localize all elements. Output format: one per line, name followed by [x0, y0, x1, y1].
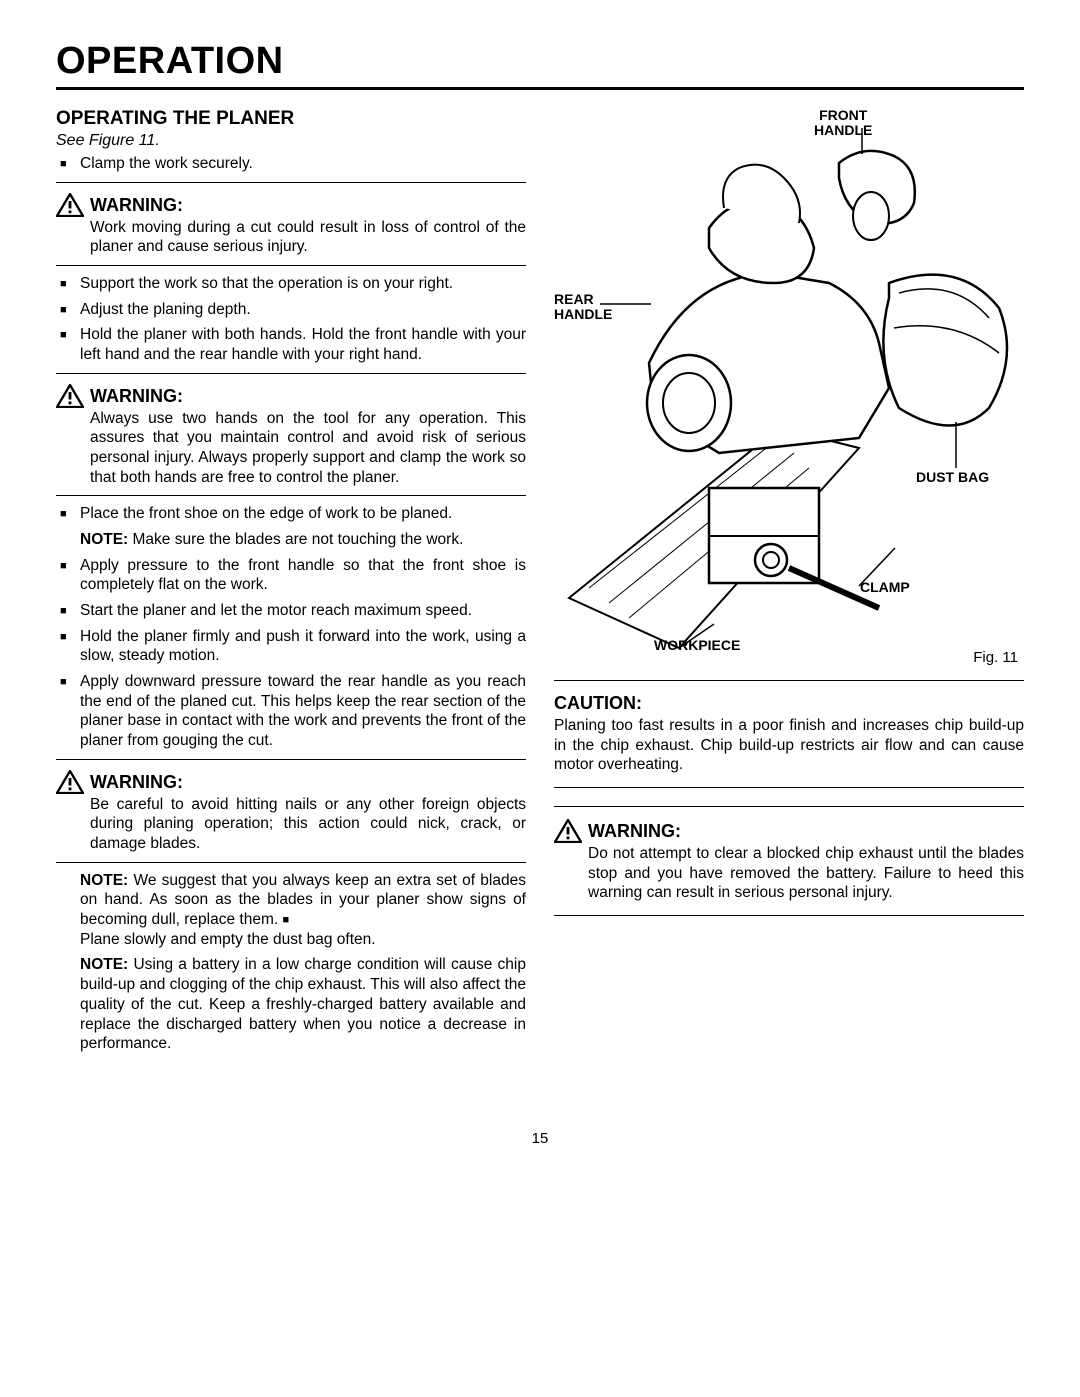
warning-block: WARNING: Work moving during a cut could …: [56, 193, 526, 257]
warning-body: Do not attempt to clear a blocked chip e…: [588, 844, 1024, 903]
list-item: Hold the planer firmly and push it forwa…: [56, 627, 526, 666]
list-item: Start the planer and let the motor reach…: [56, 601, 526, 621]
list-item: Apply downward pressure toward the rear …: [56, 672, 526, 751]
see-figure-ref: See Figure 11.: [56, 132, 526, 150]
bullet-list-1: Clamp the work securely.: [56, 154, 526, 174]
list-item: Support the work so that the operation i…: [56, 274, 526, 294]
planer-illustration: [554, 108, 1024, 668]
note: NOTE: We suggest that you always keep an…: [80, 871, 526, 950]
square-bullet-icon: ■: [282, 914, 289, 926]
note-text: Make sure the blades are not touching th…: [128, 531, 463, 548]
warning-body: Be careful to avoid hitting nails or any…: [90, 795, 526, 854]
warning-title: WARNING:: [90, 193, 526, 216]
left-column: OPERATING THE PLANER See Figure 11. Clam…: [56, 108, 526, 1060]
list-item: Place the front shoe on the edge of work…: [56, 504, 526, 549]
warning-icon: [56, 193, 90, 217]
list-item: Apply pressure to the front handle so th…: [56, 556, 526, 595]
label-rear-handle: REAR HANDLE: [554, 292, 612, 323]
divider: [554, 787, 1024, 788]
content-columns: OPERATING THE PLANER See Figure 11. Clam…: [56, 108, 1024, 1060]
note-text-cont: Plane slowly and empty the dust bag ofte…: [80, 931, 376, 948]
warning-block: WARNING: Do not attempt to clear a block…: [554, 819, 1024, 903]
divider: [56, 862, 526, 863]
divider: [56, 495, 526, 496]
caution-title: CAUTION:: [554, 693, 1024, 714]
label-front-handle: FRONT HANDLE: [814, 108, 872, 139]
list-item-text: Place the front shoe on the edge of work…: [80, 505, 452, 522]
warning-title: WARNING:: [588, 819, 1024, 842]
warning-title: WARNING:: [90, 384, 526, 407]
list-item: Hold the planer with both hands. Hold th…: [56, 325, 526, 364]
page-title: OPERATION: [56, 40, 1024, 83]
page: OPERATION OPERATING THE PLANER See Figur…: [0, 0, 1080, 1177]
divider: [56, 373, 526, 374]
section-heading: OPERATING THE PLANER: [56, 108, 526, 130]
note-text: We suggest that you always keep an extra…: [80, 872, 526, 928]
divider: [56, 265, 526, 266]
bullet-list-2: Support the work so that the operation i…: [56, 274, 526, 365]
divider: [554, 806, 1024, 807]
divider: [554, 915, 1024, 916]
warning-title: WARNING:: [90, 770, 526, 793]
figure-caption: Fig. 11: [973, 649, 1018, 666]
figure-11: FRONT HANDLE REAR HANDLE DUST BAG CLAMP …: [554, 108, 1024, 668]
divider: [554, 680, 1024, 681]
divider: [56, 759, 526, 760]
warning-icon: [56, 384, 90, 408]
warning-body: Always use two hands on the tool for any…: [90, 409, 526, 488]
list-item: Clamp the work securely.: [56, 154, 526, 174]
page-number: 15: [56, 1130, 1024, 1147]
right-column: FRONT HANDLE REAR HANDLE DUST BAG CLAMP …: [554, 108, 1024, 1060]
list-item: Adjust the planing depth.: [56, 300, 526, 320]
note: NOTE: Using a battery in a low charge co…: [80, 955, 526, 1053]
warning-block: WARNING: Be careful to avoid hitting nai…: [56, 770, 526, 854]
caution-body: Planing too fast results in a poor finis…: [554, 716, 1024, 775]
label-workpiece: WORKPIECE: [654, 638, 740, 653]
warning-icon: [56, 770, 90, 794]
note: NOTE: Make sure the blades are not touch…: [80, 530, 526, 550]
divider: [56, 182, 526, 183]
warning-icon: [554, 819, 588, 843]
bullet-list-3: Place the front shoe on the edge of work…: [56, 504, 526, 750]
warning-block: WARNING: Always use two hands on the too…: [56, 384, 526, 488]
warning-body: Work moving during a cut could result in…: [90, 218, 526, 257]
title-rule: [56, 87, 1024, 90]
label-dust-bag: DUST BAG: [916, 470, 989, 485]
note-text: Using a battery in a low charge conditio…: [80, 956, 526, 1052]
label-clamp: CLAMP: [860, 580, 910, 595]
